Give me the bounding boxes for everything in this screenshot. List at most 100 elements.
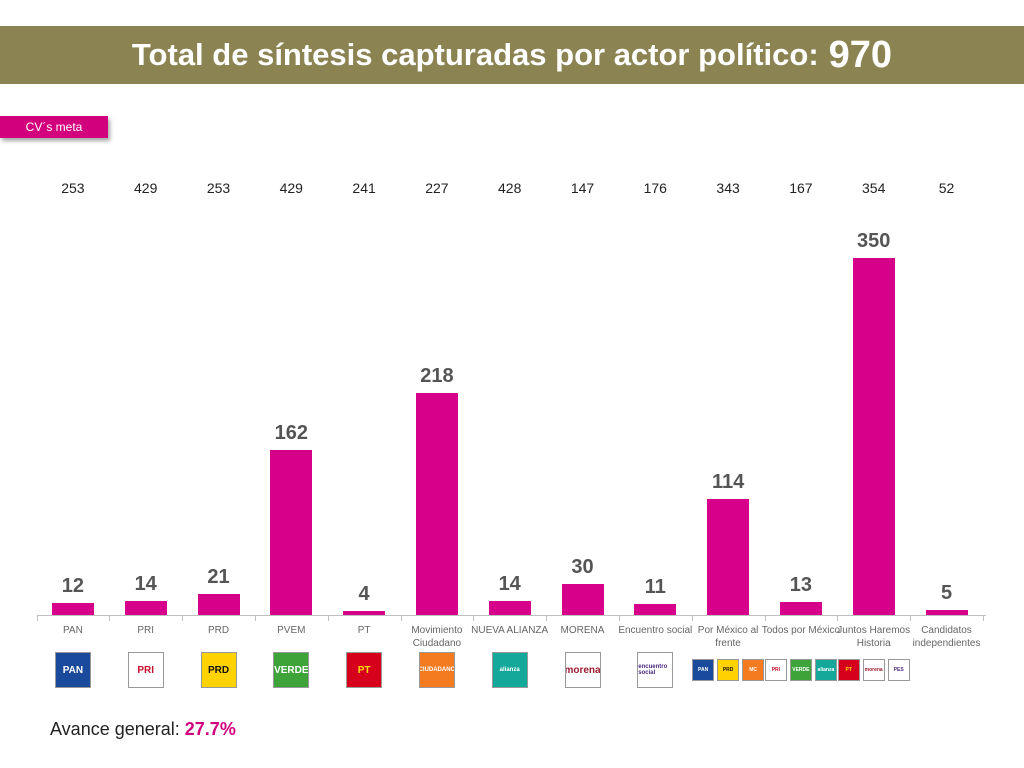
x-axis-tick [546,615,548,621]
party-logos: PT [328,652,400,688]
bar-value-label: 30 [571,556,594,579]
category-label: PAN [62,625,83,636]
pvem-logo-icon: VERDE [273,652,310,688]
category-label: NUEVA ALIANZA [471,625,549,636]
bar [634,603,677,615]
bar [51,602,94,615]
bar [707,498,750,615]
total-count: 970 [828,33,893,76]
party-logos: PRI VERDE alianza [764,652,837,688]
bar-value-label: 13 [789,573,813,596]
pt-logo-icon: PT [837,659,860,681]
party-logos: alianza [474,652,546,688]
bar [488,600,531,615]
party-logos: PAN PRD MC [692,652,765,688]
bar [779,601,822,615]
category-label: PRD [207,625,230,636]
category-label: Juntos Haremos Historia [837,625,911,649]
nueva-alianza-logo-icon: alianza [814,659,837,681]
x-axis-line [38,615,986,616]
x-axis-tick [837,615,839,621]
movimiento-ciudadano-logo-icon: MC [742,659,765,681]
party-logos: morena [547,652,619,688]
bar-value-label: 114 [711,470,745,493]
encuentro-social-logo-icon: encuentro social [637,652,674,688]
avance-value: 27.7% [184,719,236,739]
x-axis-tick [36,615,38,621]
meta-value: 429 [279,180,303,196]
bar-value-label: 14 [134,572,157,595]
title-bar: Total de síntesis capturadas por actor p… [0,26,1024,84]
pan-logo-icon: PAN [692,659,715,681]
meta-value: 253 [61,180,85,196]
bar [561,584,604,615]
morena-logo-icon: morena [862,659,885,681]
pri-logo-icon: PRI [764,659,787,681]
category-label: Candidatos independientes [912,625,981,649]
bar-value-label: 14 [498,572,521,595]
meta-value: 354 [862,180,886,196]
prd-logo-icon: PRD [717,659,740,681]
bar-value-label: 5 [940,581,953,604]
meta-value: 176 [643,180,667,196]
avance-label: Avance general: [50,719,180,739]
bar [925,609,968,615]
bar [415,392,458,615]
bar-value-label: 350 [857,230,891,252]
meta-value: 429 [134,180,158,196]
bar [270,449,313,615]
pt-logo-icon: PT [346,652,383,688]
x-axis-tick [473,615,475,621]
party-logos: encuentro social [619,652,691,688]
meta-value: 147 [570,180,595,196]
x-axis-tick [327,615,329,621]
category-label: Por México al frente [697,625,759,649]
pan-logo-icon: PAN [54,652,91,688]
category-label: MORENA [560,625,605,636]
meta-value: 428 [498,180,522,196]
bar [343,610,386,615]
category-label: Todos por México [761,625,841,636]
encuentro-social-logo-icon: PES [887,659,910,681]
category-label: Encuentro social [618,625,693,636]
x-axis-tick [764,615,766,621]
bar-value-label: 21 [207,565,230,588]
movimiento-ciudadano-logo-icon: CIUDADANO [418,652,455,688]
footer: Avance general: 27.7% [50,719,236,740]
category-label: Movimiento Ciudadano [411,625,463,649]
meta-value: 241 [352,180,376,196]
pri-logo-icon: PRI [127,652,164,688]
x-axis-tick [254,615,256,621]
prd-logo-icon: PRD [200,652,237,688]
bar [197,593,240,615]
bar [852,258,895,615]
x-axis-tick [982,615,984,621]
meta-value: 227 [425,180,449,196]
cvs-meta-tag: CV´s meta [0,116,108,138]
nueva-alianza-logo-icon: alianza [491,652,528,688]
category-label: PT [357,625,371,636]
x-axis-tick [400,615,402,621]
x-axis-tick [182,615,184,621]
category-label: PVEM [277,625,306,636]
category-label: PRI [137,625,155,636]
bar-value-label: 4 [358,582,370,605]
party-logos: CIUDADANO [401,652,473,688]
bar [124,600,167,615]
meta-value: 52 [938,180,955,196]
meta-value: 253 [206,180,231,196]
x-axis-tick [618,615,620,621]
pvem-logo-icon: VERDE [789,659,812,681]
party-logos: PT morena PES [837,652,910,688]
x-axis-tick [109,615,111,621]
page-title: Total de síntesis capturadas por actor p… [131,37,819,72]
meta-value: 167 [789,180,813,196]
party-logos: PRD [183,652,255,688]
x-axis-tick [910,615,912,621]
party-logos: VERDE [255,652,327,688]
meta-value: 343 [716,180,740,196]
bar-value-label: 162 [274,421,308,444]
x-axis-tick [691,615,693,621]
bar-value-label: 12 [61,574,85,597]
bar-value-label: 218 [420,364,454,387]
